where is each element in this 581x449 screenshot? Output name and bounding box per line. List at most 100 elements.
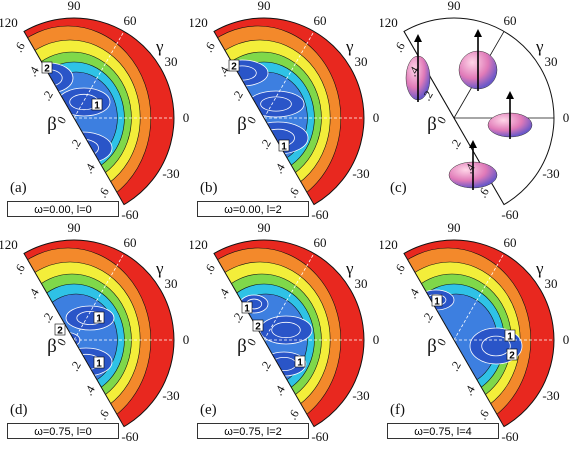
minimum-marker: [93, 356, 105, 369]
minimum-label: 2: [231, 62, 237, 73]
beta-tick-label: .6: [11, 262, 28, 277]
beta-axis-label: β: [237, 336, 247, 357]
gamma-tick-label: 90: [448, 0, 461, 13]
minimum-label: 2: [509, 351, 515, 362]
gamma-tick-label: 120: [190, 15, 208, 30]
gamma-tick-label: -60: [501, 207, 518, 222]
gamma-tick-label: 60: [124, 13, 137, 28]
gamma-axis-label: γ: [155, 37, 164, 56]
panel-caption: ω=0.75, l=4: [387, 423, 499, 439]
beta-tick-label: .6: [391, 262, 408, 277]
gamma-tick-label: 60: [124, 235, 137, 250]
gamma-tick-label: 0: [563, 332, 570, 347]
panel-tag: (d): [10, 402, 28, 418]
beta-tick-label: .2: [67, 137, 84, 152]
beta-tick-label: .6: [201, 262, 218, 277]
beta-tick-label: .6: [285, 185, 302, 200]
gamma-tick-label: 60: [504, 13, 517, 28]
beta-tick-label: .2: [447, 359, 464, 374]
gamma-axis-label: γ: [535, 37, 544, 56]
gamma-tick-label: 30: [164, 54, 177, 69]
panel-a: 2 1 120 90 60 30 0 -30 -60 γ .6.4.2 0.2.4.6 β (a) ω=0.…: [0, 0, 200, 225]
minimum-label: 1: [281, 142, 287, 153]
beta-tick-label: .2: [39, 310, 56, 325]
minimum-label: 1: [507, 332, 513, 343]
gamma-tick-label: -30: [542, 388, 559, 403]
beta-tick-label: .4: [271, 383, 288, 398]
panel-tag: (f): [390, 402, 405, 418]
minimum-marker: [294, 355, 306, 368]
gamma-tick-label: -30: [352, 388, 369, 403]
gamma-tick-label: -60: [501, 429, 518, 444]
gamma-tick-label: 30: [354, 54, 367, 69]
beta-tick-label: .4: [405, 286, 422, 301]
beta-tick-label: .6: [285, 407, 302, 422]
gamma-tick-label: -30: [542, 166, 559, 181]
gamma-tick-label: 0: [183, 110, 190, 125]
beta-tick-label: .4: [25, 286, 42, 301]
beta-tick-label: .2: [39, 88, 56, 103]
minimum-label: 1: [96, 314, 102, 325]
gamma-tick-label: -30: [162, 166, 179, 181]
gamma-tick-label: 60: [314, 13, 327, 28]
beta-axis-label: β: [427, 114, 437, 135]
beta-tick-label: .6: [11, 40, 28, 55]
beta-tick-label: .2: [419, 88, 436, 103]
gamma-tick-label: 90: [68, 222, 81, 235]
panel-caption: ω=0.75, l=0: [7, 423, 119, 439]
beta-tick-label: .6: [201, 40, 218, 55]
beta-tick-label: .6: [475, 185, 492, 200]
gamma-tick-label: 0: [183, 332, 190, 347]
shape-schematic: [403, 17, 555, 206]
gamma-tick-label: -60: [311, 207, 328, 222]
gamma-axis-label: γ: [535, 259, 544, 278]
minimum-label: 2: [255, 322, 261, 333]
minimum-marker: [228, 59, 240, 72]
gamma-tick-label: -60: [121, 429, 138, 444]
gamma-tick-label: 60: [504, 235, 517, 250]
beta-tick-label: .4: [25, 64, 42, 79]
gamma-tick-label: 30: [544, 276, 557, 291]
minimum-label: 1: [297, 358, 303, 369]
panel-caption: ω=0.00, l=2: [197, 201, 309, 217]
panel-b: 2 1 120 90 60 30 0 -30 -60 γ .6.4.2 0.2.4.6 β (b) ω=0.…: [190, 0, 390, 225]
beta-axis-label: β: [237, 114, 247, 135]
gamma-tick-label: 30: [164, 276, 177, 291]
minimum-label: 2: [57, 326, 63, 337]
gamma-tick-label: -60: [311, 429, 328, 444]
gamma-tick-label: -30: [352, 166, 369, 181]
gamma-tick-label: 120: [0, 237, 18, 252]
beta-tick-label: .2: [447, 137, 464, 152]
gamma-tick-label: 90: [258, 0, 271, 13]
minimum-label: 1: [434, 297, 440, 308]
minimum-label: 1: [94, 101, 100, 112]
gamma-tick-label: 0: [373, 332, 380, 347]
minimum-label: 1: [244, 304, 250, 315]
panel-caption: ω=0.75, l=2: [197, 423, 309, 439]
gamma-tick-label: 0: [373, 110, 380, 125]
minimum-marker: [252, 319, 264, 332]
panel-tag: (b): [200, 180, 218, 196]
gamma-tick-label: 90: [68, 0, 81, 13]
gamma-tick-label: 90: [448, 222, 461, 235]
beta-tick-label: .2: [419, 310, 436, 325]
gamma-tick-label: 120: [380, 15, 398, 30]
beta-tick-label: .4: [215, 286, 232, 301]
gamma-tick-label: 120: [0, 15, 18, 30]
beta-tick-label: .6: [475, 407, 492, 422]
beta-tick-label: .6: [391, 40, 408, 55]
minimum-marker: [241, 301, 253, 314]
minimum-marker: [431, 294, 443, 307]
beta-tick-label: .6: [95, 407, 112, 422]
beta-axis-label: β: [47, 336, 57, 357]
panel-tag: (e): [200, 402, 217, 418]
beta-tick-label: .2: [67, 359, 84, 374]
gamma-tick-label: 60: [314, 235, 327, 250]
beta-tick-label: .2: [229, 88, 246, 103]
gamma-tick-label: 0: [563, 110, 570, 125]
minimum-label: 1: [96, 359, 102, 370]
